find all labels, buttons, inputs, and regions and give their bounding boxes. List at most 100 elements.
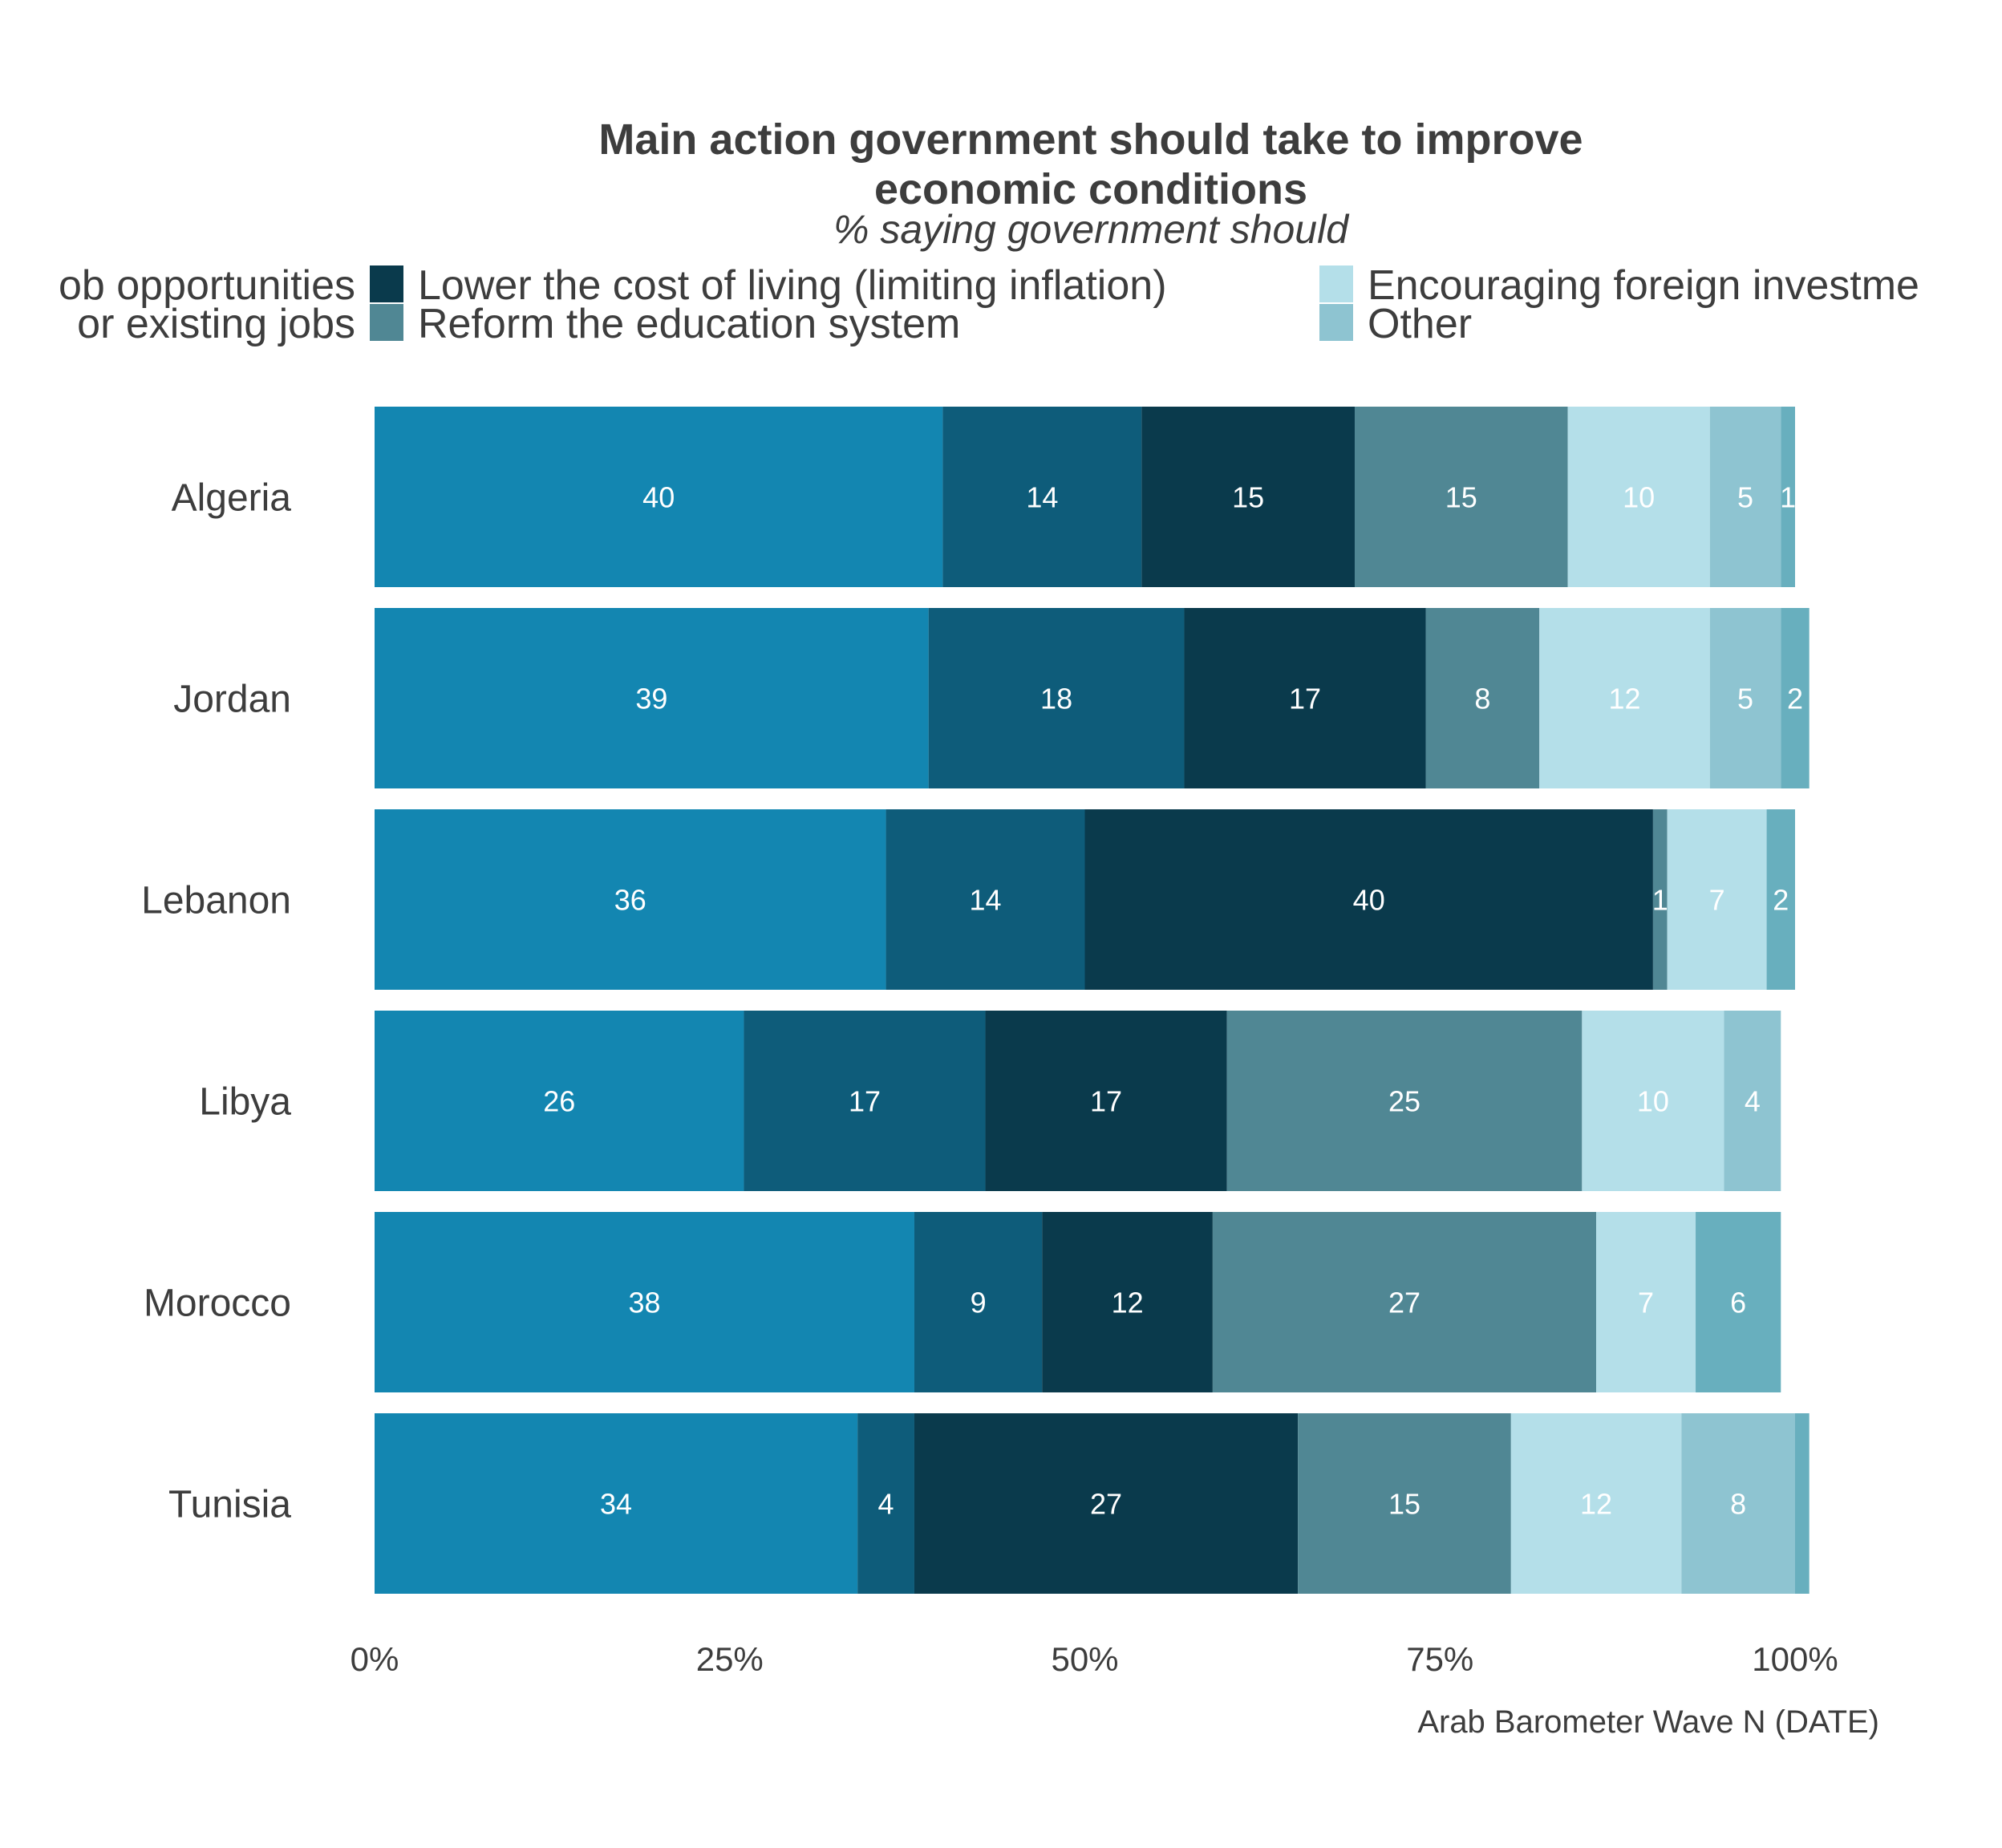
category-label: Libya bbox=[199, 1081, 291, 1124]
bar-segment bbox=[375, 1212, 914, 1392]
category-labels: Algeria Jordan Lebanon Libya Morocco Tunisia bbox=[141, 477, 291, 1526]
data-label: 39 bbox=[635, 683, 667, 715]
data-label: 38 bbox=[628, 1287, 660, 1319]
data-label: 27 bbox=[1090, 1488, 1122, 1521]
legend-label: ob opportunities bbox=[59, 262, 355, 309]
bar-segment bbox=[375, 608, 929, 788]
data-label: 10 bbox=[1637, 1085, 1669, 1118]
chart-title-line-2: economic conditions bbox=[874, 165, 1307, 213]
data-label: 2 bbox=[1773, 884, 1789, 917]
data-label: 27 bbox=[1388, 1287, 1420, 1319]
data-label: 25 bbox=[1388, 1085, 1420, 1118]
data-label: 5 bbox=[1737, 683, 1753, 715]
data-label: 15 bbox=[1232, 481, 1264, 514]
bar-segment bbox=[1795, 1413, 1810, 1594]
bar-segment bbox=[375, 809, 886, 990]
bar-segment bbox=[1724, 1011, 1781, 1191]
bar-segment bbox=[1084, 809, 1653, 990]
chart-subtitle: % saying government should bbox=[833, 207, 1350, 252]
bar-segment bbox=[914, 1413, 1299, 1594]
category-label: Lebanon bbox=[141, 880, 291, 922]
bar-segment bbox=[1298, 1413, 1511, 1594]
bar-segment bbox=[857, 1413, 914, 1594]
legend: ob opportunities Lower the cost of living… bbox=[59, 262, 1919, 347]
bar-segment bbox=[1582, 1011, 1724, 1191]
bar-segment bbox=[1766, 809, 1795, 990]
data-label: 18 bbox=[1040, 683, 1072, 715]
data-label: 1 bbox=[1652, 884, 1668, 917]
data-label: 8 bbox=[1730, 1488, 1746, 1521]
data-label: 5 bbox=[1737, 481, 1753, 514]
legend-label: Other bbox=[1368, 301, 1472, 347]
bar-segment bbox=[1184, 608, 1426, 788]
bar-segment bbox=[914, 1212, 1043, 1392]
chart-title-line-1: Main action government should take to im… bbox=[598, 116, 1583, 164]
bar-segment bbox=[1212, 1212, 1597, 1392]
data-label: 2 bbox=[1787, 683, 1803, 715]
x-tick-label: 50% bbox=[1051, 1640, 1118, 1678]
bar-segment bbox=[886, 809, 1085, 990]
bar-segment bbox=[1781, 608, 1810, 788]
bar-segment bbox=[375, 407, 943, 587]
bar-segment bbox=[1681, 1413, 1795, 1594]
data-label: 14 bbox=[1026, 481, 1058, 514]
data-label: 12 bbox=[1112, 1287, 1144, 1319]
data-label: 26 bbox=[543, 1085, 575, 1118]
data-label: 17 bbox=[849, 1085, 881, 1118]
x-tick-label: 100% bbox=[1752, 1640, 1838, 1678]
bar-segment bbox=[375, 1413, 858, 1594]
data-label: 10 bbox=[1623, 481, 1655, 514]
bar-segment bbox=[1596, 1212, 1696, 1392]
bar-segment bbox=[1141, 407, 1355, 587]
legend-swatch bbox=[1319, 304, 1353, 341]
legend-label: Lower the cost of living (limiting infla… bbox=[418, 262, 1167, 309]
legend-label: or existing jobs bbox=[77, 301, 355, 347]
category-label: Tunisia bbox=[168, 1484, 291, 1526]
category-label: Jordan bbox=[173, 679, 291, 721]
bar-segment bbox=[1709, 608, 1781, 788]
legend-label: Encouraging foreign investme bbox=[1368, 262, 1919, 309]
legend-swatch bbox=[1319, 265, 1353, 302]
data-label: 4 bbox=[878, 1488, 894, 1521]
data-label: 34 bbox=[600, 1488, 632, 1521]
category-label: Morocco bbox=[144, 1283, 291, 1325]
data-label: 36 bbox=[614, 884, 646, 917]
data-label: 12 bbox=[1608, 683, 1640, 715]
bar-segment bbox=[1652, 809, 1668, 990]
bar-segment bbox=[1709, 407, 1781, 587]
data-label: 4 bbox=[1745, 1085, 1761, 1118]
data-label: 6 bbox=[1730, 1287, 1746, 1319]
data-label: 40 bbox=[642, 481, 675, 514]
bar-segment bbox=[1226, 1011, 1583, 1191]
data-label: 17 bbox=[1090, 1085, 1122, 1118]
bar-segment bbox=[985, 1011, 1227, 1191]
x-tick-label: 75% bbox=[1406, 1640, 1473, 1678]
data-label: 9 bbox=[971, 1287, 987, 1319]
data-label: 14 bbox=[970, 884, 1002, 917]
data-label: 12 bbox=[1580, 1488, 1612, 1521]
data-label: 1 bbox=[1780, 481, 1796, 514]
data-label: 17 bbox=[1289, 683, 1321, 715]
bar-segment bbox=[1567, 407, 1710, 587]
data-label: 7 bbox=[1709, 884, 1725, 917]
bar-segment bbox=[1696, 1212, 1781, 1392]
category-label: Algeria bbox=[172, 477, 292, 520]
bar-segment bbox=[1042, 1212, 1213, 1392]
legend-swatch bbox=[370, 265, 403, 302]
bars-group: 40 14 15 15 10 5 139 18 17 8 12 5 236 14 40 1 7 226 17 17 25… bbox=[375, 407, 1810, 1594]
bar-segment bbox=[942, 407, 1142, 587]
bar-segment bbox=[1354, 407, 1568, 587]
data-label: 40 bbox=[1353, 884, 1385, 917]
data-label: 15 bbox=[1388, 1488, 1420, 1521]
bar-segment bbox=[1781, 407, 1795, 587]
legend-swatch bbox=[370, 304, 403, 341]
legend-label: Reform the education system bbox=[418, 301, 960, 347]
bar-segment bbox=[1539, 608, 1710, 788]
bar-segment bbox=[375, 1011, 744, 1191]
x-axis-ticks: 0% 25% 50% 75% 100% bbox=[351, 1640, 1838, 1678]
bar-segment bbox=[1510, 1413, 1682, 1594]
x-tick-label: 0% bbox=[351, 1640, 399, 1678]
bar-segment bbox=[928, 608, 1185, 788]
data-label: 15 bbox=[1445, 481, 1477, 514]
